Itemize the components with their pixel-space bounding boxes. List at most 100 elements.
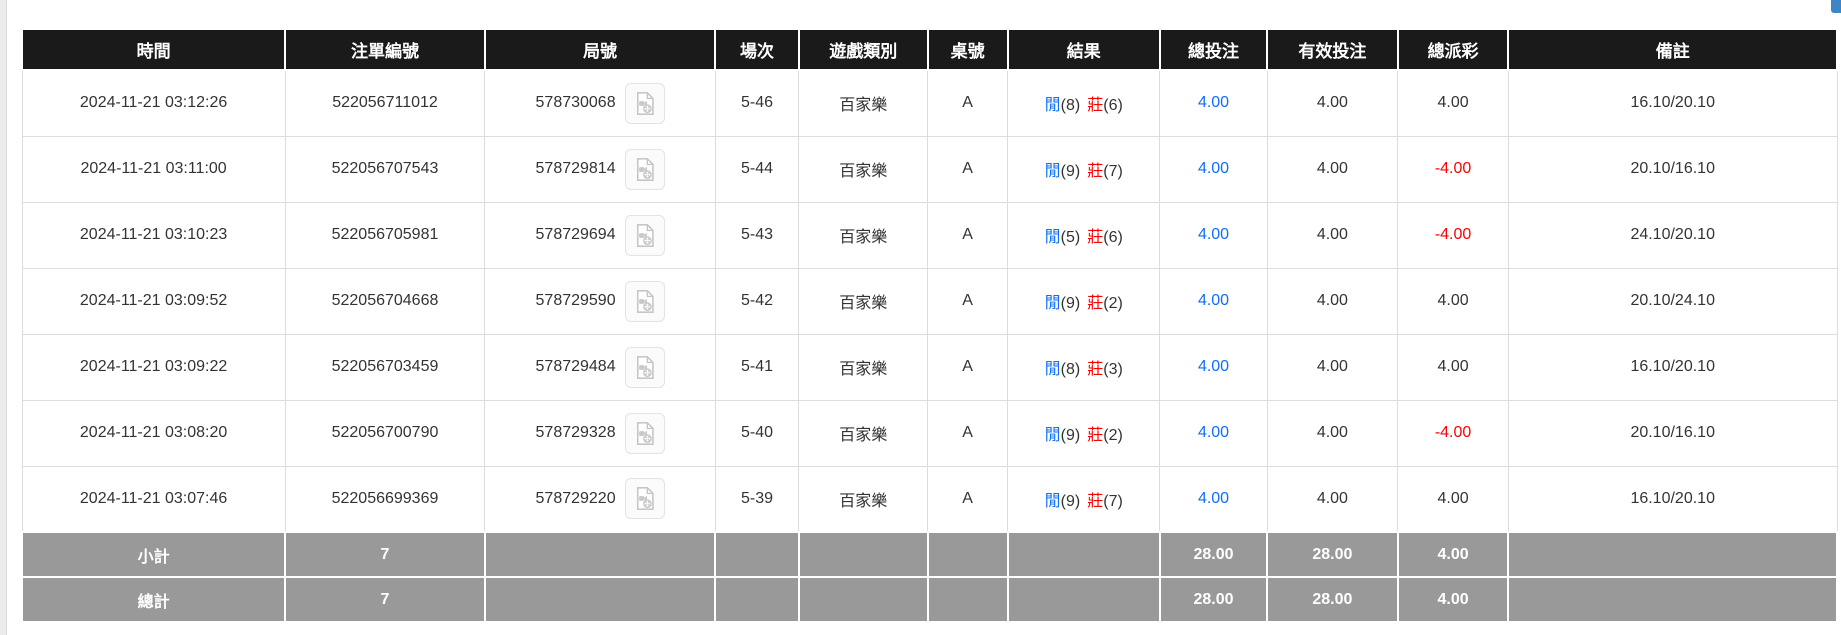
total-bet-cell: 4.00 (1159, 267, 1268, 335)
session-cell: 5-46 (714, 69, 800, 137)
round-id-value: 578729328 (535, 424, 616, 441)
player-result-points: (9) (1060, 163, 1081, 180)
table-row: 2024-11-21 03:09:52 522056704668 5787295… (21, 267, 1838, 335)
col-header-session: 場次 (714, 28, 800, 71)
bet-id-cell: 522056700790 (284, 399, 486, 467)
remark-cell: 20.10/16.10 (1507, 135, 1838, 203)
col-header-remark: 備註 (1507, 28, 1838, 71)
total-bet-cell: 4.00 (1159, 69, 1268, 137)
banker-result-label: 莊 (1087, 97, 1104, 115)
table-row: 2024-11-21 03:09:22 522056703459 5787294… (21, 333, 1838, 401)
bet-id-cell: 522056704668 (284, 267, 486, 335)
valid-bet-cell: 4.00 (1266, 399, 1399, 467)
time-cell: 2024-11-21 03:12:26 (21, 69, 286, 137)
empty-cell (1006, 531, 1161, 578)
player-result-points: (9) (1060, 492, 1081, 510)
col-header-game-type: 遊戲類別 (797, 28, 929, 71)
round-id-value: 578729484 (535, 358, 616, 375)
subtotal-row: 小計 7 28.00 28.00 4.00 (20, 531, 1838, 578)
subtotal-count: 7 (284, 531, 486, 578)
grand-total-payout: 4.00 (1396, 576, 1510, 623)
video-replay-button[interactable] (624, 148, 665, 190)
result-cell: 閒(8) 莊(3) (1007, 333, 1161, 401)
remark-cell: 20.10/24.10 (1507, 267, 1838, 335)
bet-id-cell: 522056707543 (284, 135, 486, 203)
empty-cell (1006, 576, 1161, 623)
result-cell: 閒(9) 莊(7) (1007, 135, 1161, 203)
game-type-cell: 百家樂 (798, 399, 929, 467)
table-footer: 小計 7 28.00 28.00 4.00 總計 7 28.00 28.00 4… (20, 531, 1838, 623)
table-row: 2024-11-21 03:10:23 522056705981 5787296… (21, 201, 1838, 269)
game-type-cell: 百家樂 (798, 465, 929, 533)
video-replay-button[interactable] (624, 82, 665, 124)
round-id-cell: 578729328 (484, 399, 716, 467)
col-header-result: 結果 (1006, 28, 1161, 71)
valid-bet-cell: 4.00 (1266, 465, 1399, 533)
video-file-icon (637, 355, 654, 379)
game-type-cell: 百家樂 (798, 201, 929, 269)
banker-result-points: (2) (1103, 295, 1123, 312)
subtotal-payout: 4.00 (1396, 531, 1510, 578)
table-header: 時間 注單編號 局號 場次 遊戲類別 桌號 結果 總投注 有效投注 總派彩 備註 (20, 28, 1838, 71)
empty-cell (483, 576, 717, 623)
table-body: 2024-11-21 03:12:26 522056711012 5787300… (21, 69, 1838, 533)
video-replay-button[interactable] (624, 280, 665, 322)
session-cell: 5-42 (714, 267, 800, 335)
remark-cell: 16.10/20.10 (1507, 69, 1838, 137)
grand-total-count: 7 (284, 576, 486, 623)
player-result-label: 閒 (1044, 229, 1061, 246)
table-row: 2024-11-21 03:08:20 522056700790 5787293… (21, 399, 1838, 467)
bet-records-table: 時間 注單編號 局號 場次 遊戲類別 桌號 結果 總投注 有效投注 總派彩 備註… (20, 28, 1838, 623)
col-header-bet-id: 注單編號 (284, 28, 486, 71)
banker-result-label: 莊 (1087, 427, 1104, 444)
video-replay-button[interactable] (624, 346, 665, 388)
video-replay-button[interactable] (624, 478, 665, 520)
video-file-icon (637, 91, 654, 115)
total-payout-cell: -4.00 (1397, 399, 1509, 467)
banker-result-label: 莊 (1087, 229, 1104, 246)
empty-cell (797, 531, 929, 578)
video-file-icon (637, 223, 654, 247)
player-result-label: 閒 (1044, 427, 1061, 444)
game-type-cell: 百家樂 (798, 333, 929, 401)
grand-total-label: 總計 (20, 576, 287, 623)
total-payout-cell: 4.00 (1397, 465, 1509, 533)
video-file-icon (637, 487, 654, 511)
table-row: 2024-11-21 03:11:00 522056707543 5787298… (21, 135, 1838, 203)
session-cell: 5-41 (714, 333, 800, 401)
subtotal-valid-bet: 28.00 (1266, 531, 1399, 578)
session-cell: 5-44 (714, 135, 800, 203)
remark-cell: 24.10/20.10 (1507, 201, 1838, 269)
banker-result-points: (7) (1103, 163, 1123, 180)
total-bet-cell: 4.00 (1159, 333, 1268, 401)
total-bet-cell: 4.00 (1159, 201, 1268, 269)
table-row: 2024-11-21 03:12:26 522056711012 5787300… (21, 69, 1838, 137)
round-id-value: 578729220 (535, 489, 616, 507)
time-cell: 2024-11-21 03:10:23 (21, 201, 286, 269)
time-cell: 2024-11-21 03:07:46 (21, 465, 286, 533)
video-file-icon (637, 421, 654, 445)
banker-result-points: (3) (1103, 361, 1123, 378)
empty-cell (714, 576, 800, 623)
session-cell: 5-39 (714, 465, 800, 533)
total-payout-cell: -4.00 (1397, 201, 1509, 269)
video-replay-button[interactable] (624, 214, 665, 256)
player-result-label: 閒 (1044, 97, 1061, 115)
player-result-points: (9) (1060, 295, 1081, 312)
empty-cell (483, 531, 717, 578)
round-id-cell: 578729590 (484, 267, 716, 335)
player-result-points: (8) (1060, 361, 1081, 378)
table-no-cell: A (927, 135, 1009, 203)
round-id-value: 578729694 (535, 226, 616, 243)
game-type-cell: 百家樂 (798, 267, 929, 335)
top-right-button-fragment[interactable] (1831, 0, 1841, 13)
remark-cell: 20.10/16.10 (1507, 399, 1838, 467)
video-replay-button[interactable] (624, 412, 665, 454)
result-cell: 閒(5) 莊(6) (1007, 201, 1161, 269)
result-cell: 閒(8) 莊(6) (1007, 69, 1161, 137)
total-bet-cell: 4.00 (1159, 135, 1268, 203)
table-no-cell: A (927, 69, 1009, 137)
table-no-cell: A (927, 399, 1009, 467)
empty-cell (797, 576, 929, 623)
banker-result-label: 莊 (1087, 295, 1104, 312)
